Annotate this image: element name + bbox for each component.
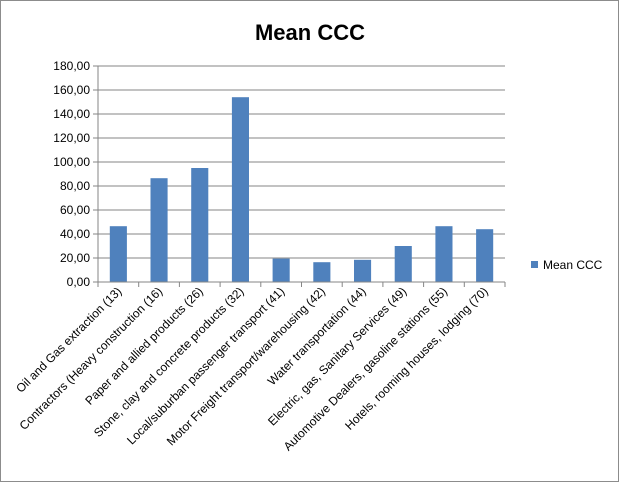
chart-title: Mean CCC xyxy=(255,20,365,45)
legend-swatch xyxy=(531,261,538,268)
y-tick-label: 60,00 xyxy=(60,203,90,217)
y-tick-label: 20,00 xyxy=(60,251,90,265)
bar xyxy=(272,258,290,282)
bar xyxy=(231,97,249,282)
x-tick-label: Contractors (Heavy construction (16) xyxy=(17,284,166,433)
bars xyxy=(109,97,494,282)
bar xyxy=(435,226,453,282)
x-tick-label: Stone, clay and concrete products (32) xyxy=(91,284,247,440)
bar xyxy=(476,229,494,282)
x-tick-label: Hotels, rooming houses, lodging (70) xyxy=(342,284,491,433)
y-tick-label: 180,00 xyxy=(53,59,90,73)
bar xyxy=(313,262,331,282)
x-tick-labels: Oil and Gas extraction (13)Contractors (… xyxy=(13,284,491,453)
legend-label: Mean CCC xyxy=(543,258,603,272)
bar xyxy=(109,226,127,282)
legend: Mean CCC xyxy=(531,258,603,272)
y-tick-label: 100,00 xyxy=(53,155,90,169)
axes xyxy=(97,66,506,287)
y-tick-labels: 0,00 20,00 40,00 60,00 80,00 100,00 120,00 140,… xyxy=(53,59,90,289)
y-tick-label: 0,00 xyxy=(67,275,91,289)
y-tick-label: 80,00 xyxy=(60,179,90,193)
bar xyxy=(150,178,168,282)
y-tick-label: 140,00 xyxy=(53,107,90,121)
y-tick-label: 40,00 xyxy=(60,227,90,241)
bar xyxy=(354,259,372,282)
bar xyxy=(394,246,412,282)
y-tick-label: 160,00 xyxy=(53,83,90,97)
bar xyxy=(191,168,209,282)
y-tick-label: 120,00 xyxy=(53,131,90,145)
